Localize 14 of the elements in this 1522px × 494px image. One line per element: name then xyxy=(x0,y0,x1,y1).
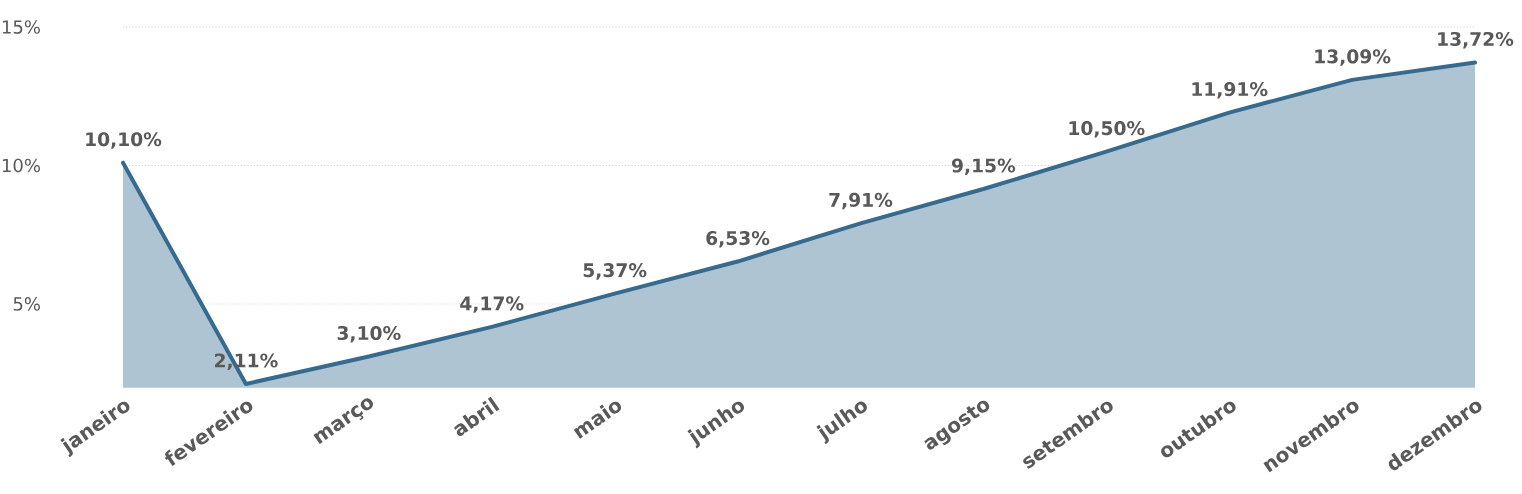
data-label: 9,15% xyxy=(951,158,1016,175)
data-label: 7,91% xyxy=(829,192,893,210)
data-label: 10,50% xyxy=(1069,121,1145,138)
y-tick-label: 10% xyxy=(2,158,40,173)
data-label: 13,72% xyxy=(1438,31,1514,49)
data-label: 3,10% xyxy=(337,325,401,343)
data-label: 4,17% xyxy=(460,296,524,313)
y-tick-label: 15% xyxy=(2,20,40,34)
data-label: 6,53% xyxy=(706,230,770,248)
data-label: 13,09% xyxy=(1315,49,1391,66)
data-label: 5,37% xyxy=(583,263,647,280)
data-label: 10,10% xyxy=(86,132,162,149)
data-label: 11,91% xyxy=(1192,82,1268,99)
y-tick-label: 5% xyxy=(13,297,40,311)
